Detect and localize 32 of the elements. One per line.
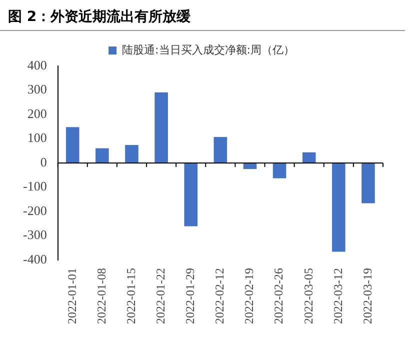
y-tick-label: 0: [40, 154, 47, 170]
chart-title: 图 2：外资近期流出有所放缓: [0, 0, 405, 31]
legend-label: 陆股通:当日买入成交净额:周（亿）: [122, 43, 294, 56]
y-tick-label: 200: [27, 106, 47, 121]
bar: [154, 92, 168, 164]
y-tick-label: 400: [27, 57, 47, 72]
bar: [184, 163, 198, 226]
y-tick-label: -300: [22, 227, 47, 242]
y-tick-label: 300: [27, 82, 47, 97]
x-tick-label: 2022-02-26: [272, 268, 286, 324]
y-tick-label: -400: [22, 251, 47, 266]
y-tick-label: 100: [27, 130, 47, 146]
y-tick-label: -200: [22, 202, 47, 218]
bar: [66, 127, 80, 164]
bar: [302, 152, 316, 164]
y-tick-label: -100: [22, 178, 47, 194]
bar: [125, 145, 138, 164]
x-tick-label: 2022-01-22: [153, 268, 168, 324]
x-tick-label: 2022-01-15: [124, 268, 138, 324]
x-tick-label: 2022-03-12: [330, 268, 345, 324]
x-tick-label: 2022-01-29: [183, 268, 198, 324]
x-tick-label: 2022-02-12: [212, 268, 227, 324]
bar: [96, 148, 109, 164]
bar: [332, 163, 346, 252]
x-tick-label: 2022-01-01: [64, 268, 79, 324]
x-tick-label: 2022-02-19: [242, 268, 256, 324]
x-tick-label: 2022-03-05: [301, 268, 316, 324]
bar: [362, 163, 375, 204]
x-tick-label: 2022-01-08: [94, 268, 108, 324]
bar: [272, 163, 286, 178]
bar: [214, 137, 228, 164]
x-tick-label: 2022-03-19: [360, 268, 374, 324]
